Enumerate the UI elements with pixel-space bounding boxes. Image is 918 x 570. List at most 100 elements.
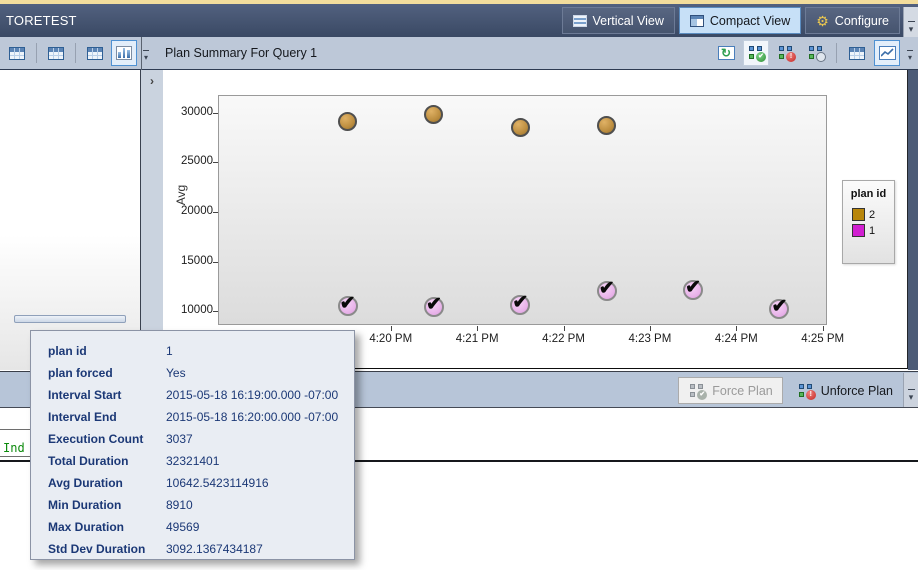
pane-divider[interactable] — [140, 70, 141, 370]
tooltip-row: Total Duration 32321401 — [48, 450, 354, 472]
tooltip-row-value: 3092.1367434187 — [166, 542, 263, 556]
tooltip-row-label: Execution Count — [48, 432, 144, 446]
vertical-view-button[interactable]: Vertical View — [561, 7, 675, 34]
tooltip-row-value: Yes — [166, 366, 186, 380]
x-tick-mark — [390, 326, 392, 331]
right-icon-group-overflow[interactable]: ▾ — [904, 40, 916, 66]
force-plan-icon: ✔ — [747, 45, 766, 62]
forced-check-icon: ✔ — [685, 276, 702, 298]
window-frame-band — [908, 70, 918, 370]
tooltip-row-label: Min Duration — [48, 498, 122, 512]
title-bar: TORETEST Vertical View Compact View ⚙ Co… — [0, 4, 918, 38]
x-tick-label: 4:20 PM — [369, 333, 413, 345]
table-view-button[interactable] — [82, 40, 108, 66]
check-badge-icon: ✔ — [756, 52, 766, 62]
refresh-button[interactable]: ↻ — [713, 40, 739, 66]
tooltip-row-value: 49569 — [166, 520, 200, 534]
left-icon-group-overflow[interactable]: ▾ — [140, 40, 152, 66]
plan-search-icon — [807, 45, 826, 62]
x-tick-label: 4:22 PM — [542, 333, 585, 345]
toolbar-separator — [36, 43, 37, 63]
toolbar-separator — [836, 43, 837, 63]
compact-view-label: Compact View — [709, 13, 791, 28]
compact-view-button[interactable]: Compact View — [678, 7, 802, 34]
left-pane-scrollbar[interactable] — [14, 315, 126, 323]
magnifier-badge-icon — [816, 52, 826, 62]
tooltip-row-value: 1 — [166, 344, 173, 358]
x-tick-mark — [649, 326, 651, 331]
grid-view-button[interactable] — [43, 40, 69, 66]
tooltip-row-label: plan forced — [48, 366, 113, 380]
unforce-plan-label: Unforce Plan — [820, 383, 893, 398]
query-text-fragment: Ind — [3, 441, 25, 455]
y-tick-label: 20000 — [181, 204, 213, 217]
query-grid-button[interactable] — [4, 40, 30, 66]
tooltip-row: Std Dev Duration 3092.1367434187 — [48, 538, 354, 560]
results-chart-button[interactable] — [874, 40, 900, 66]
tooltip-row: plan forced Yes — [48, 362, 354, 384]
chevron-down-icon: ▾ — [907, 53, 912, 62]
unforce-plan-icon: ! — [797, 383, 816, 400]
x-tick-label: 4:23 PM — [628, 333, 672, 345]
force-plan-button[interactable]: ✔ Force Plan — [678, 377, 783, 404]
line-chart-icon — [878, 46, 896, 60]
results-grid-icon — [849, 46, 865, 60]
x-tick-mark — [736, 326, 738, 331]
unforce-plan-icon-button[interactable]: ! — [773, 40, 799, 66]
pane-expander-strip[interactable]: › — [141, 70, 163, 370]
compare-plans-button[interactable] — [803, 40, 829, 66]
vertical-view-label: Vertical View — [592, 13, 664, 28]
x-tick-mark — [822, 326, 824, 331]
force-plan-icon: ✔ — [688, 383, 708, 400]
overflow-bar — [907, 21, 915, 22]
stop-badge-icon: ! — [786, 52, 796, 62]
vertical-view-icon — [572, 14, 587, 27]
data-point-plan-2[interactable] — [597, 116, 617, 136]
configure-button[interactable]: ⚙ Configure — [805, 7, 900, 34]
data-point-plan-1-forced[interactable]: ✔ — [423, 294, 444, 318]
y-tick-mark — [213, 162, 218, 164]
action-bar-overflow-button[interactable]: ▾ — [903, 373, 918, 407]
results-grid-button[interactable] — [844, 40, 870, 66]
tooltip-row-value: 2015-05-18 16:20:00.000 -07:00 — [166, 410, 339, 424]
plan-summary-toolbar: ▾ Plan Summary For Query 1 ↻ ✔ ! — [0, 37, 918, 70]
compact-view-icon — [689, 14, 704, 27]
left-detail-pane — [0, 70, 140, 370]
force-plan-label: Force Plan — [712, 383, 773, 398]
chart-view-button[interactable] — [111, 40, 137, 66]
unforce-plan-button[interactable]: ! Unforce Plan — [788, 377, 902, 404]
data-point-plan-1-forced[interactable]: ✔ — [596, 278, 617, 302]
title-bar-buttons: Vertical View Compact View ⚙ Configure — [561, 7, 900, 34]
chevron-right-icon: › — [150, 74, 154, 88]
unforce-plan-icon: ! — [777, 45, 796, 62]
tooltip-row-label: Interval Start — [48, 388, 122, 402]
legend-entry: 2 — [843, 208, 894, 221]
stop-badge-icon: ! — [805, 389, 816, 400]
data-point-plan-1-forced[interactable]: ✔ — [337, 293, 358, 317]
tooltip-row-value: 10642.5423114916 — [166, 476, 269, 490]
data-point-plan-2[interactable] — [510, 118, 530, 138]
legend-entry-label: 1 — [869, 224, 876, 237]
check-badge-icon: ✔ — [697, 389, 708, 400]
tooltip-row-value: 2015-05-18 16:19:00.000 -07:00 — [166, 388, 339, 402]
chevron-down-icon: ▾ — [908, 392, 914, 402]
forced-check-icon: ✔ — [339, 292, 356, 314]
query-grid-icon — [9, 46, 25, 60]
x-tick-label: 4:21 PM — [455, 333, 499, 345]
data-point-plan-2[interactable] — [424, 105, 444, 125]
y-tick-label: 25000 — [181, 155, 213, 168]
data-point-plan-1-forced[interactable]: ✔ — [683, 277, 704, 301]
pane-divider-horizontal[interactable] — [0, 460, 918, 462]
title-bar-overflow-button[interactable]: ▾ — [903, 7, 918, 38]
data-point-plan-2[interactable] — [338, 112, 358, 132]
force-plan-icon-button[interactable]: ✔ — [743, 40, 769, 66]
tooltip-row-value: 32321401 — [166, 454, 220, 468]
tooltip-row-label: Avg Duration — [48, 476, 123, 490]
data-point-plan-1-forced[interactable]: ✔ — [769, 296, 790, 320]
tooltip-row-value: 8910 — [166, 498, 193, 512]
data-point-tooltip: plan id 1 plan forced Yes Interval Start… — [30, 330, 355, 560]
overflow-bar — [907, 50, 913, 51]
gear-icon: ⚙ — [816, 12, 829, 29]
data-point-plan-1-forced[interactable]: ✔ — [510, 292, 531, 316]
